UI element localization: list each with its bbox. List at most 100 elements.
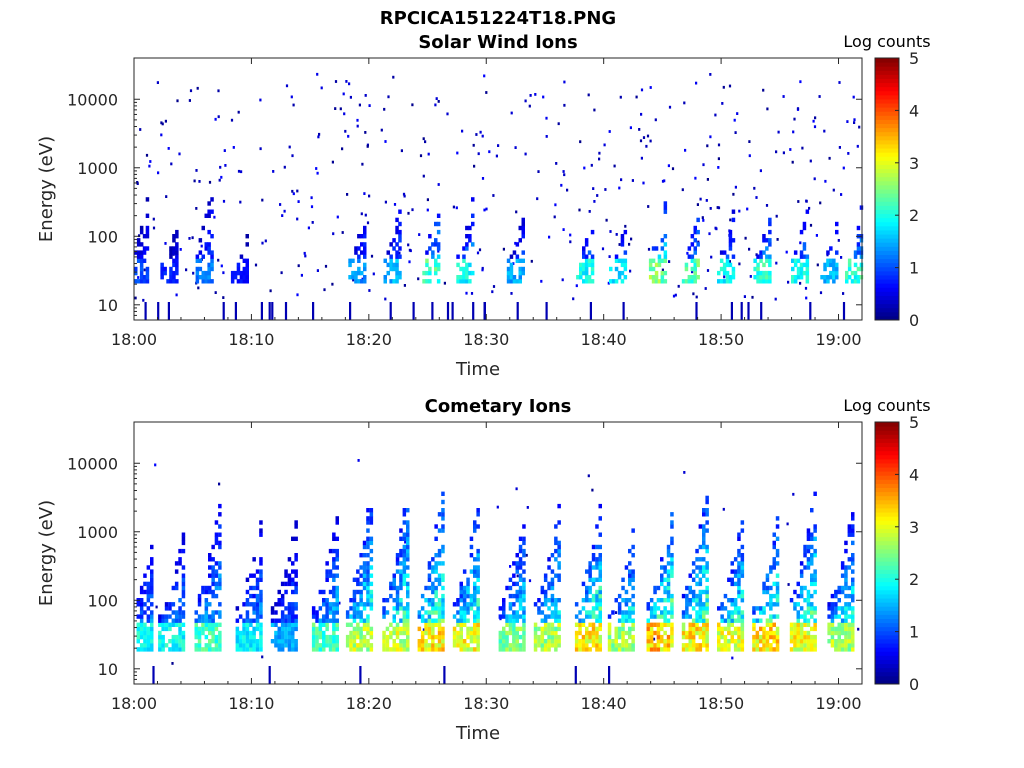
heatmap-cell <box>666 577 671 582</box>
heatmap-cell <box>799 573 804 578</box>
heatmap-cell <box>322 643 326 648</box>
x-tick-label: 18:10 <box>228 694 274 713</box>
heatmap-cell <box>543 626 548 632</box>
heatmap-cell <box>753 266 757 272</box>
heatmap-cell <box>789 634 794 640</box>
heatmap-cell <box>595 524 599 529</box>
heatmap-cell <box>352 626 357 632</box>
heatmap-cell <box>543 647 548 652</box>
heatmap-cell <box>702 565 706 570</box>
noise-pixel <box>300 273 303 277</box>
heatmap-cell <box>322 589 326 595</box>
heatmap-cell <box>522 647 526 652</box>
heatmap-cell <box>705 495 709 501</box>
heatmap-cell <box>657 262 662 268</box>
heatmap-cell <box>395 225 399 231</box>
heatmap-cell <box>139 258 144 263</box>
heatmap-cell <box>431 557 435 562</box>
heatmap-cell <box>211 614 215 619</box>
noise-pixel <box>624 224 627 228</box>
heatmap-cell <box>366 585 370 591</box>
heatmap-cell <box>799 270 804 276</box>
noise-pixel <box>384 140 387 143</box>
heatmap-cell <box>452 626 457 632</box>
heatmap-cell <box>681 634 686 640</box>
heatmap-cell <box>287 643 292 648</box>
heatmap-cell <box>859 254 864 259</box>
heatmap-cell <box>591 606 596 611</box>
heatmap-cell <box>733 573 738 578</box>
heatmap-cell <box>245 242 249 247</box>
heatmap-cell <box>598 569 602 574</box>
heatmap-cell <box>581 647 586 652</box>
colorbar-step <box>875 90 899 96</box>
heatmap-cell <box>611 643 615 648</box>
heatmap-cell <box>431 569 435 574</box>
noise-pixel <box>485 91 488 94</box>
low-energy-streak <box>349 302 352 320</box>
heatmap-cell <box>274 630 278 636</box>
heatmap-cell <box>195 254 200 259</box>
heatmap-cell <box>737 561 741 566</box>
x-tick-label: 18:50 <box>698 330 744 349</box>
heatmap-cell <box>654 270 659 276</box>
heatmap-cell <box>420 639 425 644</box>
heatmap-cell <box>557 544 561 550</box>
noise-pixel <box>341 147 344 151</box>
heatmap-cell <box>693 266 697 272</box>
heatmap-cell <box>554 536 558 541</box>
heatmap-cell <box>826 279 830 284</box>
heatmap-cell <box>469 593 474 599</box>
heatmap-cell <box>725 262 730 268</box>
heatmap-cell <box>651 246 656 251</box>
heatmap-cell <box>311 639 316 644</box>
heatmap-cell <box>476 630 480 636</box>
heatmap-cell <box>557 598 561 603</box>
heatmap-cell <box>595 639 599 644</box>
noise-pixel <box>638 128 641 131</box>
heatmap-cell <box>171 602 176 607</box>
heatmap-cell <box>392 238 396 243</box>
colorbar-step <box>875 221 899 227</box>
heatmap-cell <box>515 618 519 623</box>
colorbar-step <box>875 532 899 538</box>
colorbar-step <box>875 127 899 133</box>
heatmap-cell <box>462 647 467 652</box>
heatmap-cell <box>168 647 172 652</box>
heatmap-cell <box>768 221 772 227</box>
heatmap-cell <box>402 569 407 574</box>
heatmap-cell <box>518 238 522 243</box>
heatmap-cell <box>175 258 179 263</box>
heatmap-cell <box>136 254 141 259</box>
noise-pixel <box>145 153 149 157</box>
heatmap-cell <box>796 639 800 644</box>
heatmap-cell <box>796 622 800 627</box>
heatmap-cell <box>508 585 513 591</box>
heatmap-cell <box>332 647 336 652</box>
heatmap-cell <box>515 242 520 247</box>
heatmap-cell <box>522 548 526 554</box>
heatmap-cell <box>204 647 209 652</box>
heatmap-cell <box>473 630 477 636</box>
heatmap-cell <box>688 622 692 627</box>
heatmap-cell <box>425 250 429 255</box>
heatmap-cell <box>775 589 780 595</box>
heatmap-cell <box>437 639 442 644</box>
heatmap-cell <box>424 585 428 591</box>
colorbar-step <box>875 651 899 656</box>
heatmap-cell <box>752 626 756 632</box>
colorbar-box <box>874 421 900 685</box>
heatmap-cell <box>698 569 703 574</box>
heatmap-cell <box>172 279 176 284</box>
noise-pixel <box>404 540 407 544</box>
heatmap-cell <box>769 618 773 623</box>
heatmap-cell <box>437 602 442 607</box>
heatmap-cell <box>695 610 699 615</box>
heatmap-cell <box>145 270 150 276</box>
heatmap-cell <box>695 614 699 619</box>
heatmap-cell <box>844 593 848 599</box>
heatmap-cell <box>198 275 203 280</box>
heatmap-cell <box>752 634 756 640</box>
heatmap-cell <box>315 630 319 636</box>
heatmap-cell <box>631 528 635 533</box>
